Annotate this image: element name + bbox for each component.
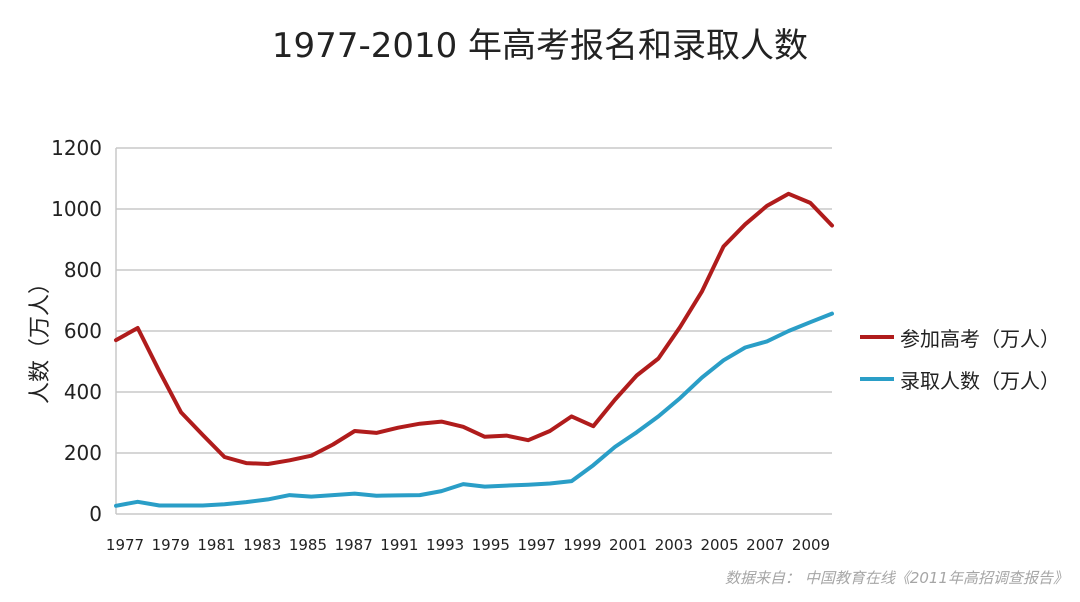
series-lines <box>114 191 834 508</box>
legend-item-applicants: 参加高考（万人） <box>860 316 1060 358</box>
y-tick-label: 800 <box>64 258 102 282</box>
x-tick-label: 1983 <box>243 536 281 554</box>
x-tick-label: 1997 <box>518 536 556 554</box>
x-tick-label: 1985 <box>289 536 327 554</box>
legend-swatch-applicants <box>860 335 894 339</box>
series-line-1 <box>114 311 834 508</box>
legend-item-admitted: 录取人数（万人） <box>860 358 1060 400</box>
series-line-0 <box>114 191 834 466</box>
y-axis-label: 人数（万人） <box>28 271 53 405</box>
x-tick-label: 1979 <box>152 536 190 554</box>
y-tick-labels: 0 200 400 600 800 1000 1200 <box>51 136 102 526</box>
x-tick-label: 2007 <box>746 536 784 554</box>
x-tick-label: 1991 <box>380 536 418 554</box>
y-tick-label: 1200 <box>51 136 102 160</box>
y-tick-label: 600 <box>64 319 102 343</box>
y-tick-label: 200 <box>64 441 102 465</box>
x-tick-label: 1995 <box>472 536 510 554</box>
legend-label-applicants: 参加高考（万人） <box>900 326 1060 351</box>
x-tick-label: 2009 <box>792 536 830 554</box>
y-tick-label: 1000 <box>51 197 102 221</box>
x-tick-labels: 1977 1979 1981 1983 1985 1987 1991 1993 1995 1997… <box>106 536 830 554</box>
y-tick-label: 0 <box>89 502 102 526</box>
legend-label-admitted: 录取人数（万人） <box>900 368 1060 393</box>
x-tick-label: 2003 <box>655 536 693 554</box>
x-tick-label: 1999 <box>563 536 601 554</box>
y-tick-label: 400 <box>64 380 102 404</box>
chart-title: 1977-2010 年高考报名和录取人数 <box>271 26 809 66</box>
grid-lines <box>115 147 832 515</box>
x-tick-label: 1977 <box>106 536 144 554</box>
x-tick-label: 1981 <box>197 536 235 554</box>
source-note: 数据来自： 中国教育在线《2011年高招调查报告》 <box>725 569 1068 587</box>
legend: 参加高考（万人） 录取人数（万人） <box>860 316 1060 400</box>
x-tick-label: 2005 <box>700 536 738 554</box>
legend-swatch-admitted <box>860 377 894 381</box>
x-tick-label: 1993 <box>426 536 464 554</box>
x-tick-label: 2001 <box>609 536 647 554</box>
x-tick-label: 1987 <box>335 536 373 554</box>
